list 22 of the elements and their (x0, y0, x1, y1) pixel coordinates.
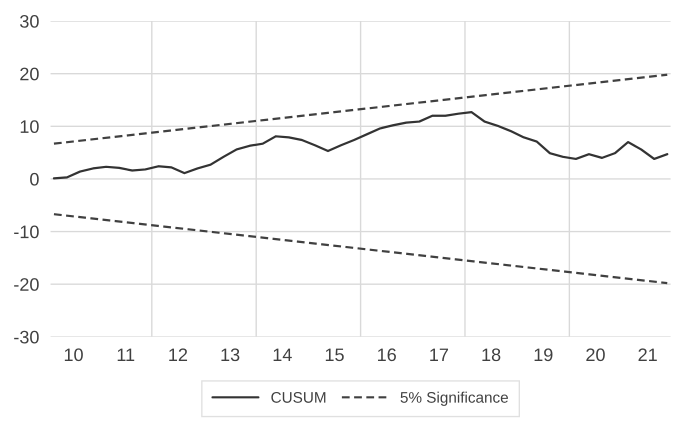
x-tick-label: 14 (274, 348, 292, 361)
x-tick-label: 15 (326, 348, 344, 362)
y-tick-label: 30 (20, 14, 39, 28)
x-tick-label: 12 (169, 348, 188, 361)
x-tick-label: 11 (118, 348, 134, 361)
y-tick-label: -30 (14, 330, 39, 344)
x-tick-label: 19 (534, 348, 552, 362)
y-tick-label: 0 (30, 172, 39, 186)
y-tick-label: -10 (14, 225, 39, 238)
x-tick-label: 20 (586, 348, 605, 362)
y-tick-label: 20 (20, 68, 39, 80)
legend-label: 5% Significance (400, 392, 508, 406)
x-tick-label: 17 (430, 348, 448, 361)
x-tick-label: 16 (378, 348, 396, 362)
y-tick-label: -20 (14, 278, 39, 291)
x-tick-label: 10 (64, 348, 83, 362)
y-tick-label: 10 (20, 120, 39, 134)
x-tick-label: 18 (482, 348, 500, 362)
x-tick-label: 13 (221, 348, 240, 362)
legend-label: CUSUM (271, 392, 326, 403)
line-series (52, 110, 668, 180)
x-tick-label: 21 (638, 348, 657, 361)
